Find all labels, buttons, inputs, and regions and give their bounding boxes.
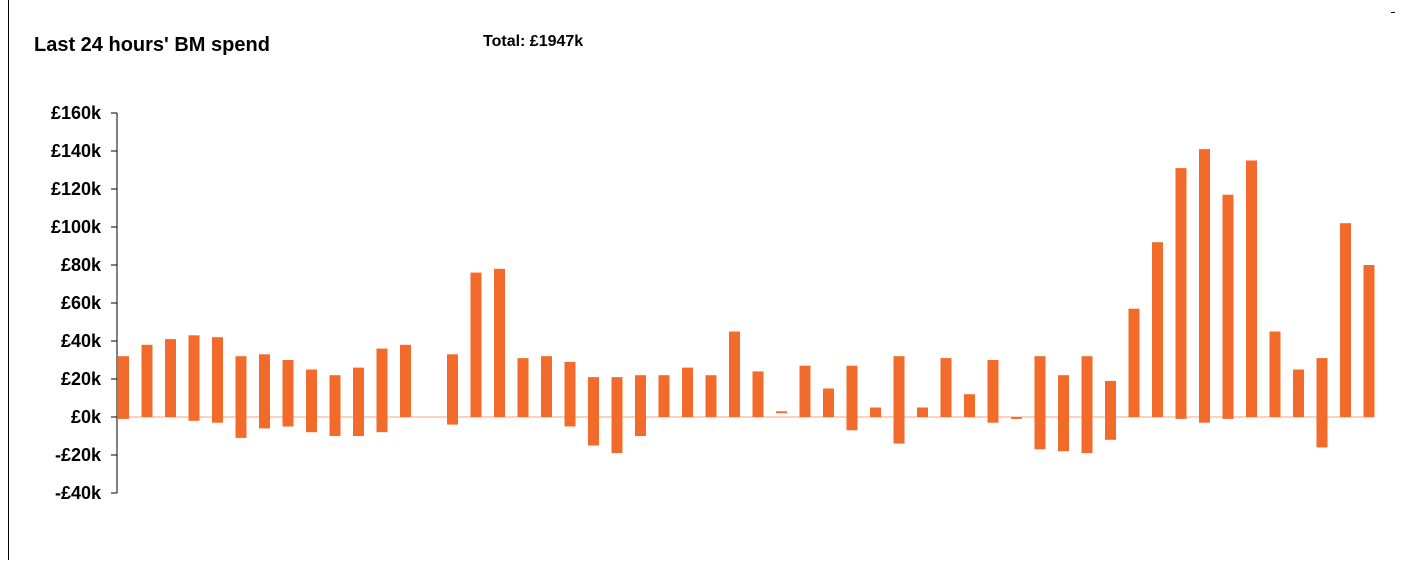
bar [588,377,599,446]
bar [1081,356,1093,454]
bar [776,411,787,414]
bar [893,356,905,444]
y-tick-label: -£40k [55,483,102,503]
y-tick-label: £60k [61,293,102,313]
bar-series [118,149,1375,454]
bar [470,272,482,417]
bar [118,356,129,419]
bar [1269,331,1281,417]
bar [799,365,811,417]
bar [1222,194,1234,419]
y-tick-label: £80k [61,255,102,275]
y-tick-label: £140k [51,141,102,161]
bar [212,337,223,423]
bar [400,344,411,417]
bar [846,365,858,431]
bar [682,367,693,417]
bar [188,335,200,421]
bar [1316,358,1328,448]
bar [729,331,740,417]
bar [1011,417,1022,419]
bar [1340,223,1351,417]
bar [635,375,646,436]
bar [611,377,623,454]
y-tick-label: £100k [51,217,102,237]
bar [1293,369,1304,417]
bar [165,339,176,417]
bar [1105,380,1116,440]
bar [1363,265,1375,417]
y-axis: £160k £140k £120k £100k £80k £60k £40k £20k £0k -… [51,103,118,503]
bar [329,375,341,436]
y-tick-label: £120k [51,179,102,199]
y-tick-label: £20k [61,369,102,389]
bar [541,356,552,417]
y-tick-label: £160k [51,103,102,123]
chart-total: Total: £1947k [483,33,584,50]
bar [306,369,317,433]
bar [1128,308,1140,417]
corner-mark [1391,12,1395,13]
bar [1034,356,1046,450]
bar [376,348,388,433]
chart-title: Last 24 hours' BM spend [34,34,270,56]
bar [259,354,270,429]
bar [940,358,952,417]
bar [1246,160,1257,417]
y-tick-label: -£20k [55,445,102,465]
bar [353,367,364,436]
bar [917,407,928,417]
bar [1058,375,1069,452]
bar [987,360,999,423]
bar [141,344,153,417]
bar [517,358,529,417]
bar [705,375,717,417]
bar [447,354,458,425]
bar [1152,242,1163,417]
bar [964,394,975,417]
bar [823,388,834,417]
bar [1175,168,1187,419]
bar [658,375,670,417]
bar [870,407,881,417]
y-tick-label: £40k [61,331,102,351]
bar [564,361,576,427]
bar [1199,149,1210,423]
bar [235,356,247,438]
left-border-line [8,0,9,560]
bar [752,371,764,417]
bar [494,268,505,417]
y-tick-label: £0k [71,407,102,427]
bar [282,360,294,427]
